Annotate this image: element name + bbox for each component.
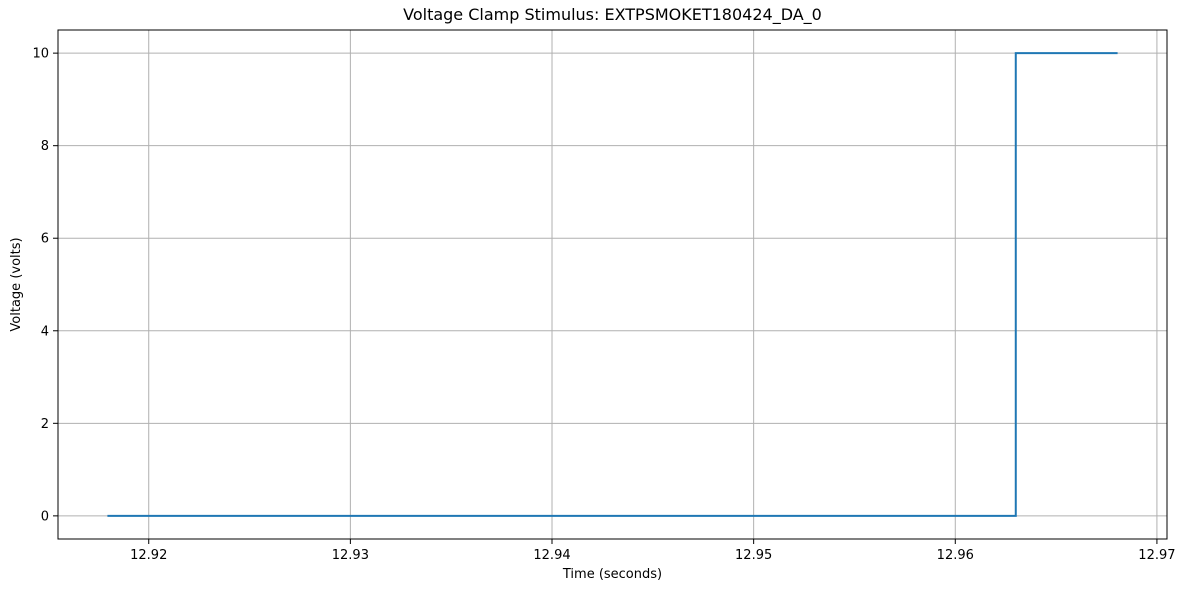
y-tick-label: 2 (41, 417, 49, 432)
x-tick-label: 12.94 (533, 548, 570, 563)
x-tick-label: 12.96 (937, 548, 974, 563)
x-tick-label: 12.92 (130, 548, 167, 563)
y-axis-label: Voltage (volts) (9, 237, 24, 331)
axis-ticks: 12.92 12.93 12.94 12.95 12.96 12.97 0 2 4 6 8 10 (32, 47, 1175, 563)
series-line (107, 52, 1118, 517)
chart-title: Voltage Clamp Stimulus: EXTPSMOKET180424… (403, 5, 822, 25)
y-tick-label: 8 (41, 139, 49, 154)
x-axis-label: Time (seconds) (562, 567, 662, 582)
y-tick-label: 10 (32, 47, 49, 62)
plot-frame (57, 29, 1168, 540)
x-tick-label: 12.97 (1138, 548, 1175, 563)
x-tick-label: 12.95 (735, 548, 772, 563)
y-tick-label: 0 (41, 509, 49, 524)
series-layer (107, 52, 1118, 517)
x-tick-label: 12.93 (332, 548, 369, 563)
y-tick-label: 6 (41, 232, 49, 247)
y-tick-label: 4 (41, 324, 49, 339)
